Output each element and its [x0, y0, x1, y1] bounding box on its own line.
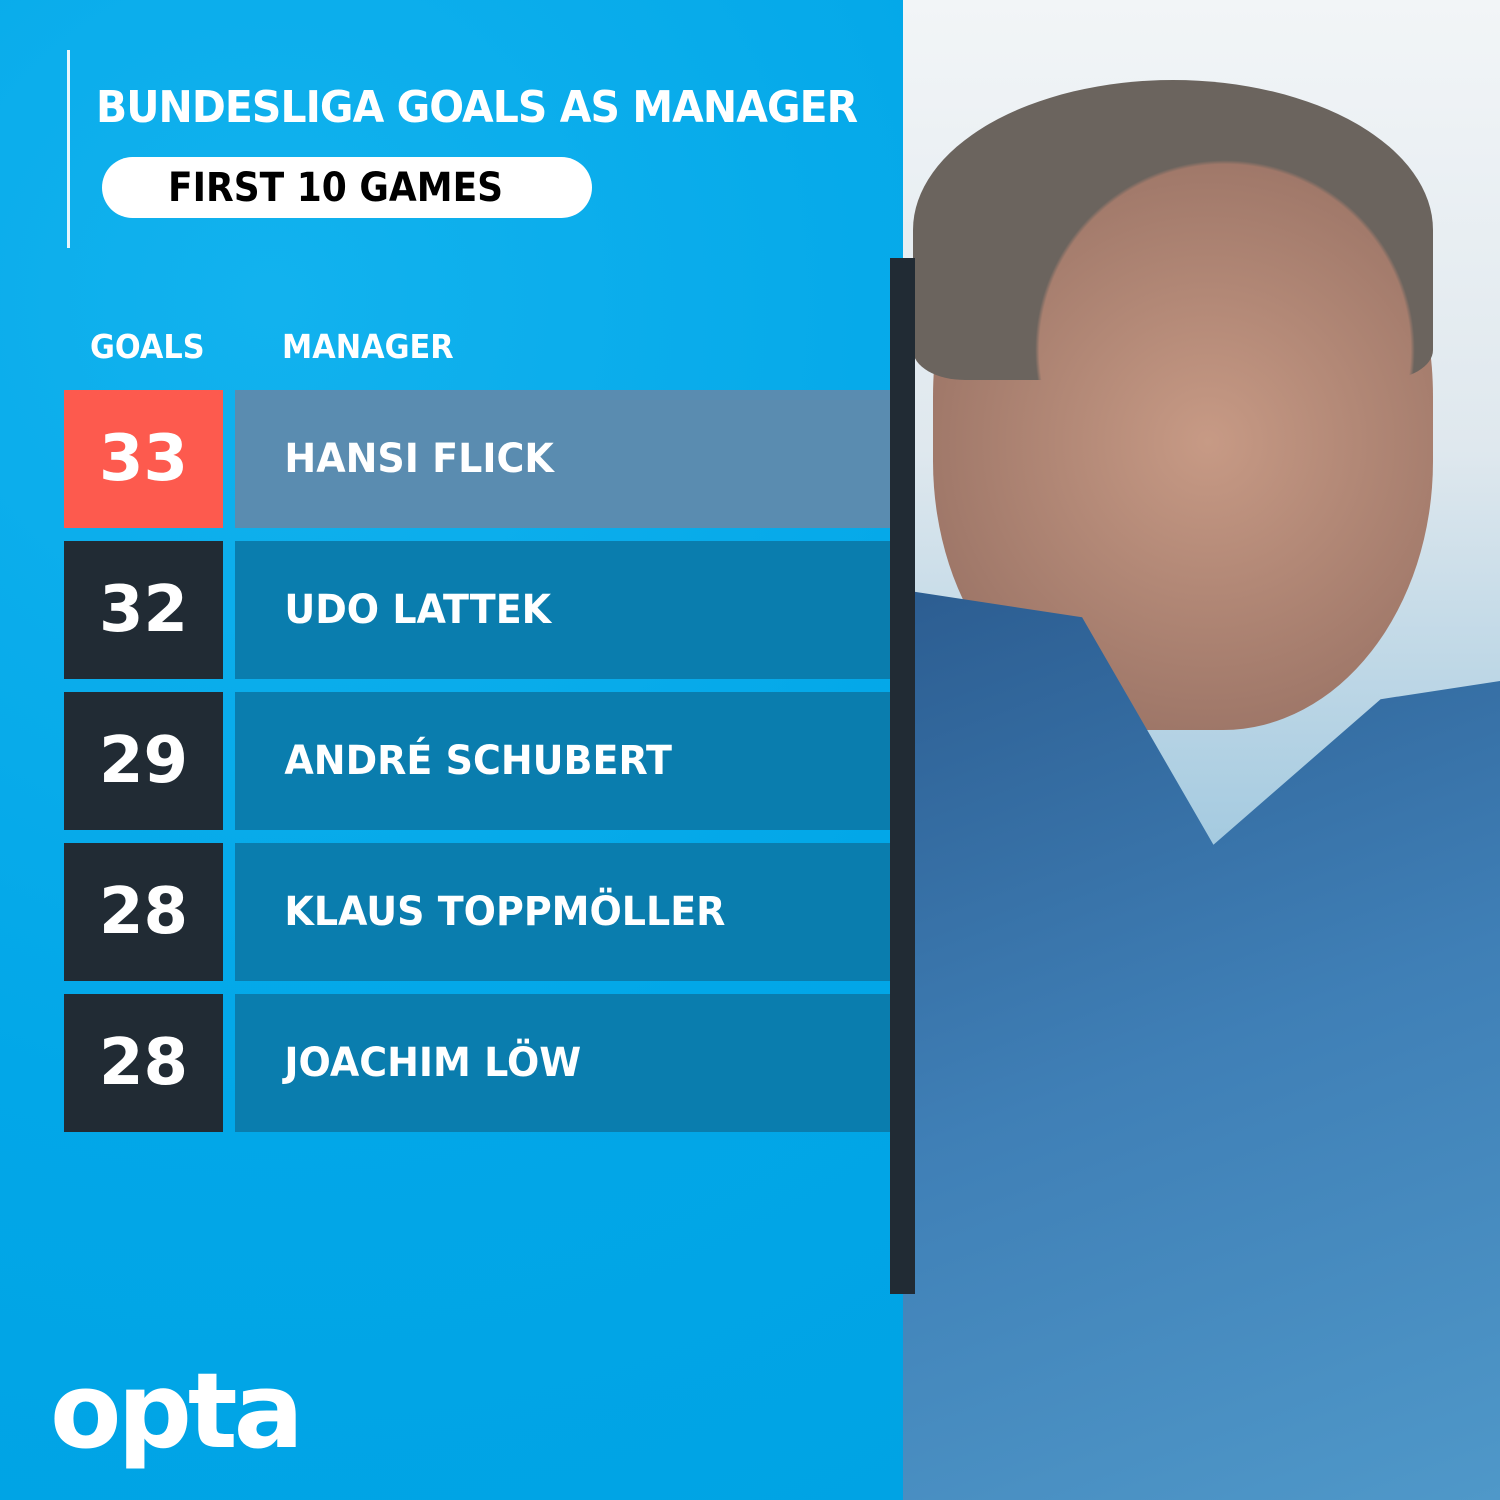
column-header-goals: GOALS: [90, 327, 205, 366]
divider-bar: [890, 258, 915, 1294]
title-divider: [67, 50, 70, 248]
table-row: 28 KLAUS TOPPMÖLLER: [64, 843, 890, 981]
manager-cell: UDO LATTEK: [235, 541, 890, 679]
table-row: 32 UDO LATTEK: [64, 541, 890, 679]
manager-name: HANSI FLICK: [284, 436, 554, 482]
chart-title: BUNDESLIGA GOALS AS MANAGER: [96, 82, 858, 133]
manager-photo: [903, 0, 1500, 1500]
manager-name: JOACHIM LÖW: [284, 1040, 582, 1086]
manager-name: UDO LATTEK: [284, 587, 552, 633]
manager-name: KLAUS TOPPMÖLLER: [284, 889, 726, 935]
subtitle-pill: FIRST 10 GAMES: [102, 157, 592, 218]
goals-value: 28: [64, 843, 223, 981]
manager-cell: KLAUS TOPPMÖLLER: [235, 843, 890, 981]
manager-name: ANDRÉ SCHUBERT: [284, 738, 672, 784]
goals-value: 33: [64, 390, 223, 528]
table-row: 28 JOACHIM LÖW: [64, 994, 890, 1132]
manager-cell: HANSI FLICK: [235, 390, 890, 528]
chart-subtitle: FIRST 10 GAMES: [168, 165, 504, 211]
table-row: 29 ANDRÉ SCHUBERT: [64, 692, 890, 830]
table-row: 33 HANSI FLICK: [64, 390, 890, 528]
goals-value: 32: [64, 541, 223, 679]
goals-value: 28: [64, 994, 223, 1132]
column-header-manager: MANAGER: [282, 327, 454, 366]
opta-logo: opta: [50, 1350, 304, 1472]
manager-cell: ANDRÉ SCHUBERT: [235, 692, 890, 830]
manager-cell: JOACHIM LÖW: [235, 994, 890, 1132]
goals-value: 29: [64, 692, 223, 830]
photo-hair: [913, 80, 1433, 380]
